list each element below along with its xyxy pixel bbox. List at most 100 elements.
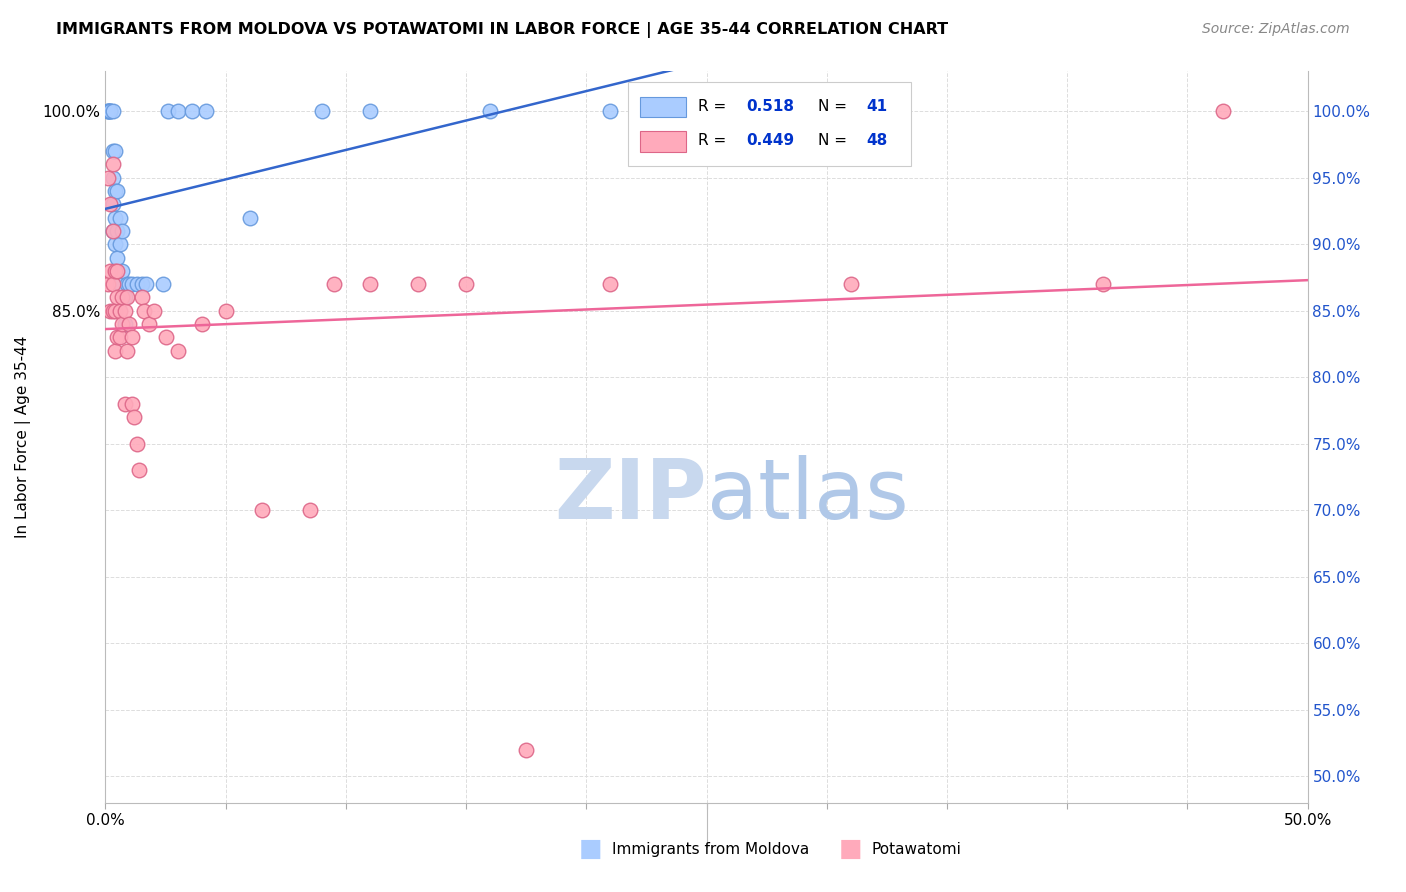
Point	[101, 157, 124, 171]
Point	[97, 104, 120, 119]
Point	[107, 264, 129, 278]
Text: ■: ■	[839, 838, 862, 861]
Bar	[640, 131, 686, 152]
Point	[121, 397, 143, 411]
Point	[101, 277, 124, 292]
Bar	[640, 97, 686, 118]
Point	[107, 184, 129, 198]
Point	[118, 277, 141, 292]
Point	[214, 303, 236, 318]
Point	[322, 277, 344, 292]
Point	[155, 330, 177, 344]
Point	[131, 277, 153, 292]
Point	[152, 277, 174, 292]
Point	[114, 303, 136, 318]
Point	[104, 264, 127, 278]
Point	[114, 317, 136, 331]
Point	[359, 277, 381, 292]
Point	[181, 104, 204, 119]
Text: IMMIGRANTS FROM MOLDOVA VS POTAWATOMI IN LABOR FORCE | AGE 35-44 CORRELATION CHA: IMMIGRANTS FROM MOLDOVA VS POTAWATOMI IN…	[56, 22, 949, 38]
Text: 48: 48	[866, 133, 887, 148]
Point	[101, 170, 124, 185]
Point	[108, 211, 131, 225]
Point	[101, 303, 124, 318]
Text: Potawatomi: Potawatomi	[872, 842, 962, 856]
Point	[104, 343, 127, 358]
Point	[111, 317, 134, 331]
Point	[97, 170, 120, 185]
Point	[479, 104, 502, 119]
Point	[97, 104, 120, 119]
Point	[250, 503, 273, 517]
Point	[104, 303, 127, 318]
Point	[515, 742, 537, 756]
Text: N =: N =	[818, 133, 852, 148]
Point	[111, 224, 134, 238]
Point	[195, 104, 218, 119]
Point	[131, 290, 153, 304]
Point	[107, 224, 129, 238]
Text: R =: R =	[699, 133, 731, 148]
Point	[142, 303, 165, 318]
Point	[108, 277, 131, 292]
Text: ZIP: ZIP	[554, 455, 707, 536]
Point	[98, 104, 121, 119]
Point	[124, 410, 146, 425]
Point	[98, 104, 121, 119]
Text: 0.518: 0.518	[747, 99, 794, 114]
Point	[107, 290, 129, 304]
Point	[599, 277, 621, 292]
Point	[104, 237, 127, 252]
Text: ■: ■	[579, 838, 602, 861]
Point	[454, 277, 477, 292]
Point	[132, 303, 155, 318]
Point	[101, 197, 124, 211]
Point	[839, 277, 862, 292]
Point	[311, 104, 333, 119]
Point	[98, 303, 121, 318]
Point	[128, 463, 150, 477]
Point	[104, 184, 127, 198]
Point	[298, 503, 321, 517]
Point	[101, 144, 124, 158]
Y-axis label: In Labor Force | Age 35-44: In Labor Force | Age 35-44	[15, 336, 31, 538]
Point	[166, 104, 188, 119]
Point	[101, 104, 124, 119]
Text: N =: N =	[818, 99, 852, 114]
Point	[101, 224, 124, 238]
Point	[104, 144, 127, 158]
Text: atlas: atlas	[707, 455, 908, 536]
Point	[239, 211, 262, 225]
Point	[118, 317, 141, 331]
Point	[98, 264, 121, 278]
Point	[406, 277, 429, 292]
Point	[98, 197, 121, 211]
Point	[359, 104, 381, 119]
Point	[190, 317, 212, 331]
Point	[111, 290, 134, 304]
Point	[98, 104, 121, 119]
Text: 41: 41	[866, 99, 887, 114]
Point	[1212, 104, 1234, 119]
Point	[115, 277, 138, 292]
Point	[115, 343, 138, 358]
Point	[114, 290, 136, 304]
Point	[97, 277, 120, 292]
Point	[156, 104, 179, 119]
Point	[599, 104, 621, 119]
Point	[125, 277, 148, 292]
Point	[125, 436, 148, 450]
Point	[114, 397, 136, 411]
Text: R =: R =	[699, 99, 731, 114]
Point	[101, 224, 124, 238]
Point	[107, 251, 129, 265]
Text: 0.449: 0.449	[747, 133, 794, 148]
Point	[166, 343, 188, 358]
Point	[104, 211, 127, 225]
Text: Immigrants from Moldova: Immigrants from Moldova	[612, 842, 808, 856]
Point	[115, 290, 138, 304]
Point	[138, 317, 160, 331]
Point	[108, 330, 131, 344]
Point	[1092, 277, 1115, 292]
Point	[135, 277, 157, 292]
